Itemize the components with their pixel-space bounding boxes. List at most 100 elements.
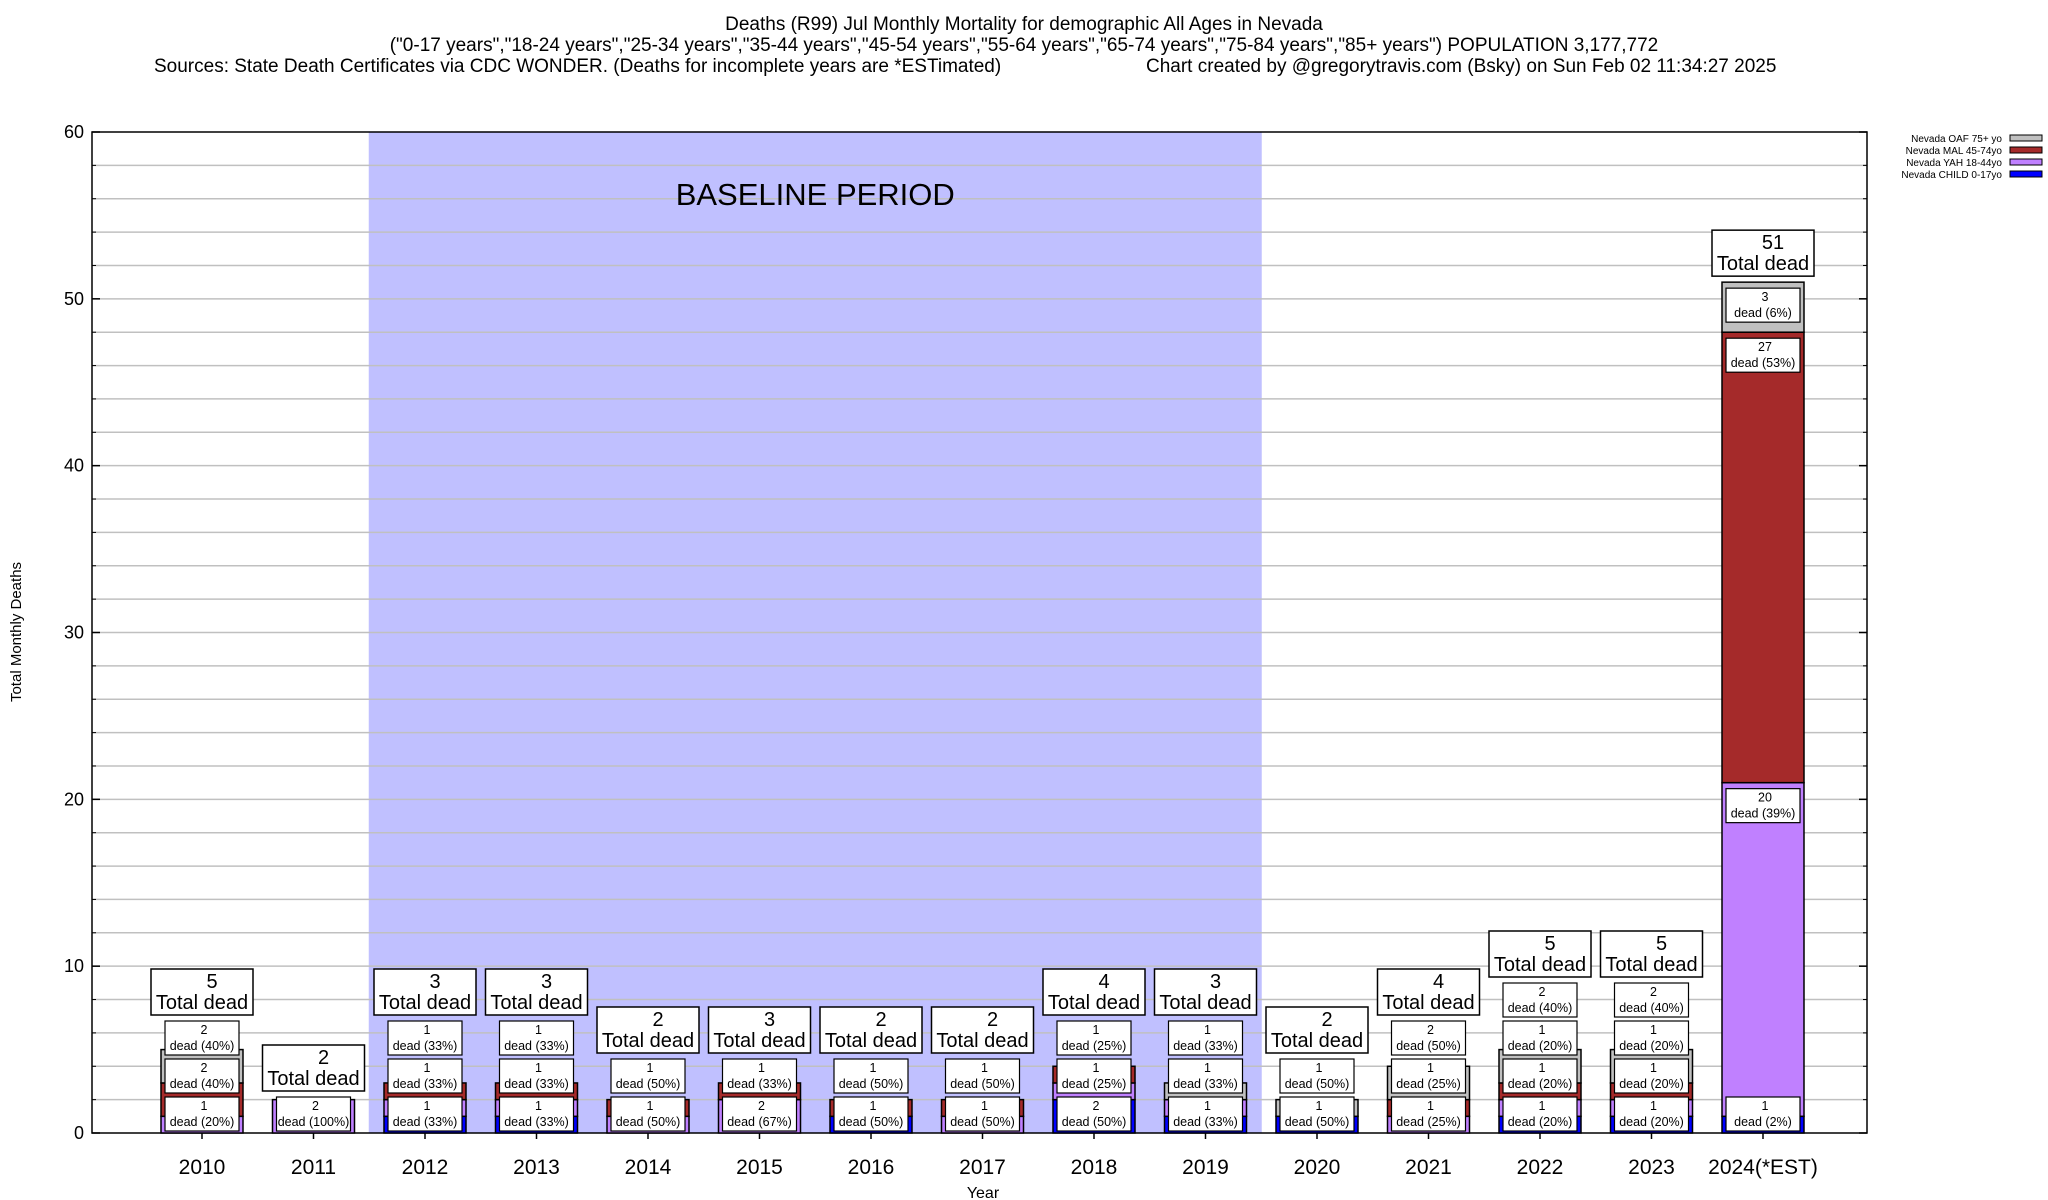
segment-label-percent: dead (20%) [1508,1115,1573,1129]
legend-swatch [2009,146,2043,154]
segment-label-count: 1 [1093,1023,1100,1037]
x-tick-label: 2016 [848,1156,895,1179]
bar-segment-nevada-mal-45-74yo [1721,331,1805,784]
bar-segment-nevada-yah-18-44yo [1721,781,1805,1118]
segment-label-box [721,1058,798,1094]
total-label-text: Total dead [267,1068,359,1090]
segment-label-count: 20 [1758,791,1772,805]
segment-label-percent: dead (20%) [1508,1039,1573,1053]
segment-label-count: 1 [1316,1099,1323,1113]
segment-label-percent: dead (50%) [950,1115,1015,1129]
y-tick-label: 50 [64,289,84,309]
total-label-text: Total dead [1494,954,1586,976]
segment-label-count: 1 [981,1099,988,1113]
total-label-box [1488,930,1592,978]
segment-label-percent: dead (25%) [1396,1077,1461,1091]
segment-label-box [944,1096,1021,1132]
segment-label-count: 1 [424,1023,431,1037]
segment-label-count: 1 [1650,1061,1657,1075]
segment-label-box [1167,1096,1244,1132]
segment-label-box [498,1058,575,1094]
total-label-value: 3 [1210,971,1221,993]
segment-label-box [387,1096,463,1132]
segment-label-box [1502,1096,1578,1132]
chart-subtitle: ("0-17 years","18-24 years","25-34 years… [390,35,1659,56]
segment-label-box [498,1096,575,1132]
segment-label-count: 1 [535,1061,542,1075]
segment-label-count: 1 [1539,1023,1546,1037]
segment-label-box [1502,1020,1578,1056]
total-label-text: Total dead [1271,1030,1363,1052]
segment-label-count: 1 [870,1061,877,1075]
segment-label-percent: dead (33%) [393,1039,458,1053]
segment-label-count: 1 [535,1023,542,1037]
segment-label-box [833,1058,909,1094]
total-label-value: 2 [987,1009,998,1031]
total-label-text: Total dead [936,1030,1028,1052]
segment-label-box [164,1020,240,1056]
segment-label-percent: dead (33%) [393,1115,458,1129]
legend-swatch [2009,158,2043,166]
total-label-value: 3 [429,971,440,993]
segment-label-box [1725,337,1801,373]
segment-label-percent: dead (25%) [1062,1039,1127,1053]
segment-label-percent: dead (33%) [1173,1077,1238,1091]
total-label-box [707,1006,812,1054]
total-label-value: 2 [1321,1009,1332,1031]
segment-label-percent: dead (33%) [1173,1115,1238,1129]
segment-label-box [387,1058,463,1094]
segment-label-count: 1 [1316,1061,1323,1075]
segment-label-percent: dead (50%) [616,1077,681,1091]
segment-label-percent: dead (2%) [1734,1115,1792,1129]
segment-label-percent: dead (40%) [1619,1001,1684,1015]
segment-label-box [1502,982,1578,1018]
total-label-value: 2 [318,1047,329,1069]
x-tick-label: 2021 [1405,1156,1452,1179]
segment-label-count: 2 [758,1099,765,1113]
total-label-text: Total dead [490,992,582,1014]
segment-label-count: 1 [1427,1061,1434,1075]
segment-label-count: 2 [201,1061,208,1075]
total-label-box [1153,968,1258,1016]
x-tick-label: 2019 [1182,1156,1229,1179]
x-tick-label: 2015 [736,1156,783,1179]
segment-label-count: 1 [1539,1061,1546,1075]
total-label-value: 2 [652,1009,663,1031]
total-label-value: 5 [1544,933,1555,955]
baseline-period-label: BASELINE PERIOD [676,177,955,212]
x-tick-label: 2017 [959,1156,1006,1179]
x-axis-label: Year [967,1185,1000,1200]
segment-label-box [1167,1058,1244,1094]
segment-label-box [164,1058,240,1094]
total-label-value: 4 [1433,971,1444,993]
total-label-box [373,968,477,1016]
segment-label-percent: dead (33%) [727,1077,792,1091]
segment-label-box [1390,1096,1467,1132]
segment-label-box [164,1096,240,1132]
segment-label-box [1390,1020,1467,1056]
total-label-text: Total dead [1382,992,1474,1014]
segment-label-count: 1 [1427,1099,1434,1113]
total-label-box [484,968,589,1016]
y-tick-label: 30 [64,623,84,643]
segment-label-box [944,1058,1021,1094]
segment-label-count: 27 [1758,340,1772,354]
total-label-text: Total dead [602,1030,694,1052]
segment-label-percent: dead (33%) [393,1077,458,1091]
segment-label-box [387,1020,463,1056]
x-tick-label: 2024(*EST) [1708,1156,1818,1179]
total-label-value: 2 [875,1009,886,1031]
segment-label-percent: dead (50%) [1396,1039,1461,1053]
y-tick-label: 60 [64,122,84,142]
y-tick-label: 10 [64,956,84,976]
segment-label-percent: dead (50%) [950,1077,1015,1091]
segment-label-count: 1 [1093,1061,1100,1075]
total-label-value: 5 [1656,933,1667,955]
segment-label-box [1279,1058,1355,1094]
legend-swatch [2009,170,2043,178]
segment-label-box [498,1020,575,1056]
segment-label-box [610,1058,686,1094]
segment-label-box [1502,1058,1578,1094]
